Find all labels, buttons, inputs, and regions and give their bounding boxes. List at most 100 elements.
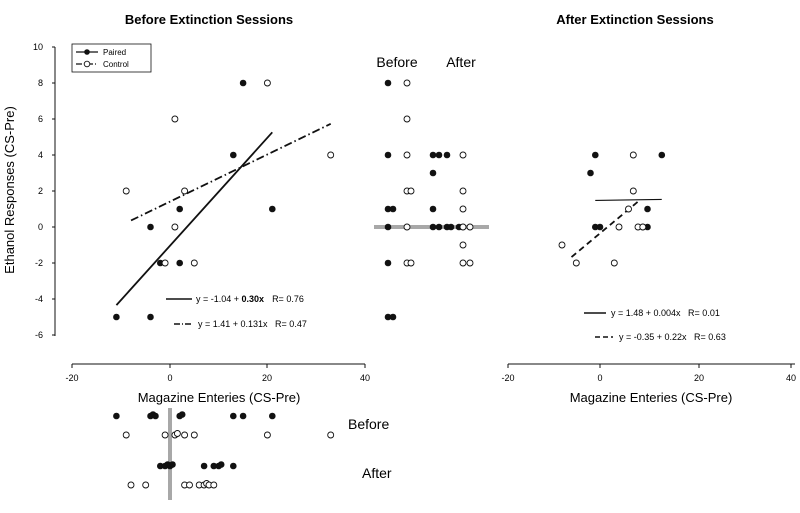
before-control-dot	[181, 431, 189, 439]
x-tick-label: -20	[65, 373, 78, 383]
control-point	[625, 205, 632, 213]
before-paired-dot	[384, 259, 392, 267]
before-control-dot	[403, 223, 411, 231]
y-tick-label: 0	[38, 222, 43, 232]
data-marks	[113, 79, 666, 500]
before-paired-dot	[384, 79, 392, 87]
group-label-before: Before	[348, 416, 389, 432]
after-control-dot	[459, 241, 467, 249]
paired-point	[591, 151, 599, 159]
after-paired-dot	[443, 151, 451, 159]
before-paired-dot	[113, 412, 120, 420]
after-control-dot	[459, 187, 467, 195]
control-point	[190, 259, 198, 267]
control-point	[171, 223, 179, 231]
before-control-dot	[407, 259, 415, 267]
before-control-dot	[403, 79, 411, 87]
paired-point	[176, 205, 183, 213]
after-control-dot	[459, 151, 467, 159]
y-tick-label: -2	[35, 258, 43, 268]
after-paired-dot	[429, 169, 437, 177]
legend-label-paired: Paired	[103, 48, 126, 57]
before-control-dot	[263, 431, 271, 439]
paired-point	[147, 313, 154, 321]
paired-point	[239, 79, 247, 87]
before-control-dot	[403, 115, 411, 123]
after-control-dot	[186, 481, 193, 489]
after-paired-dot	[429, 205, 437, 213]
after-control-dot	[459, 223, 467, 231]
after-paired-dot	[200, 462, 208, 470]
left-y-axis: 10 8 6 4 2 0 -2 -4 -6	[33, 42, 56, 340]
before-control-dot	[122, 431, 130, 439]
paired-point	[176, 259, 183, 267]
group-label-after: After	[446, 54, 476, 70]
after-control-dot	[142, 481, 150, 489]
control-point	[171, 115, 179, 123]
x-tick-label: -20	[501, 373, 514, 383]
after-control-dot	[127, 481, 135, 489]
after-control-dot	[466, 223, 474, 231]
legend-box	[71, 43, 152, 73]
before-paired-dot	[230, 412, 237, 420]
right-x-axis: -20 0 20 40 Magazine Enteries (CS-Pre)	[501, 363, 796, 405]
paired-point	[658, 151, 666, 159]
x-tick-label: 40	[786, 373, 796, 383]
left-panel-title: Before Extinction Sessions	[125, 12, 293, 27]
control-point	[327, 151, 335, 159]
before-control-dot	[173, 430, 181, 437]
after-control-dot	[459, 205, 467, 213]
paired-fit-line	[595, 198, 662, 202]
control-point	[122, 187, 130, 195]
y-tick-label: -4	[35, 294, 43, 304]
paired-point	[587, 169, 594, 177]
left-x-axis: -20 0 20 40 Magazine Enteries (CS-Pre)	[65, 363, 370, 405]
x-tick-label: 40	[360, 373, 370, 383]
after-paired-dot	[435, 223, 443, 231]
y-axis-title: Ethanol Responses (CS-Pre)	[2, 106, 17, 274]
before-control-dot	[403, 151, 411, 159]
before-paired-dot	[389, 205, 397, 213]
after-paired-dot	[217, 461, 225, 468]
after-paired-dot	[429, 151, 437, 159]
y-tick-label: 6	[38, 114, 43, 124]
group-label-after: After	[362, 465, 392, 481]
paired-point	[596, 223, 604, 231]
x-axis-title: Magazine Enteries (CS-Pre)	[570, 390, 733, 405]
legend-marker-control	[83, 60, 91, 68]
y-tick-label: 2	[38, 186, 43, 196]
x-tick-label: 20	[694, 373, 704, 383]
before-control-dot	[327, 431, 335, 439]
before-paired-dot	[389, 313, 397, 321]
x-tick-label: 0	[167, 373, 172, 383]
paired-point	[230, 151, 237, 159]
control-point	[629, 187, 637, 195]
fit-labels: y = -1.04 + 0.30x R= 0.76 y = 1.41 + 0.13…	[166, 294, 726, 342]
legend: Paired Control	[71, 43, 152, 73]
fit-equation-label: y = 1.48 + 0.004x R= 0.01	[611, 308, 720, 318]
x-tick-label: 0	[597, 373, 602, 383]
control-point	[558, 241, 566, 249]
paired-point	[644, 205, 651, 213]
before-control-dot	[161, 431, 169, 439]
control-point	[615, 223, 623, 231]
after-paired-dot	[230, 462, 237, 470]
control-point	[610, 259, 618, 267]
y-tick-label: 8	[38, 78, 43, 88]
after-paired-dot	[447, 223, 455, 231]
y-tick-label: -6	[35, 330, 43, 340]
y-tick-label: 10	[33, 42, 43, 52]
after-paired-dot	[169, 461, 176, 468]
fit-equation-label: y = 1.41 + 0.131x R= 0.47	[198, 319, 307, 329]
control-point	[263, 79, 271, 87]
legend-marker-paired	[84, 49, 90, 55]
before-paired-dot	[152, 412, 159, 420]
paired-fit-line	[115, 131, 273, 306]
after-paired-dot	[429, 223, 437, 231]
paired-point	[268, 205, 276, 213]
control-point	[181, 187, 189, 195]
paired-point	[147, 223, 154, 231]
fit-equation-label: y = -0.35 + 0.22x R= 0.63	[619, 332, 726, 342]
after-control-dot	[466, 259, 474, 267]
